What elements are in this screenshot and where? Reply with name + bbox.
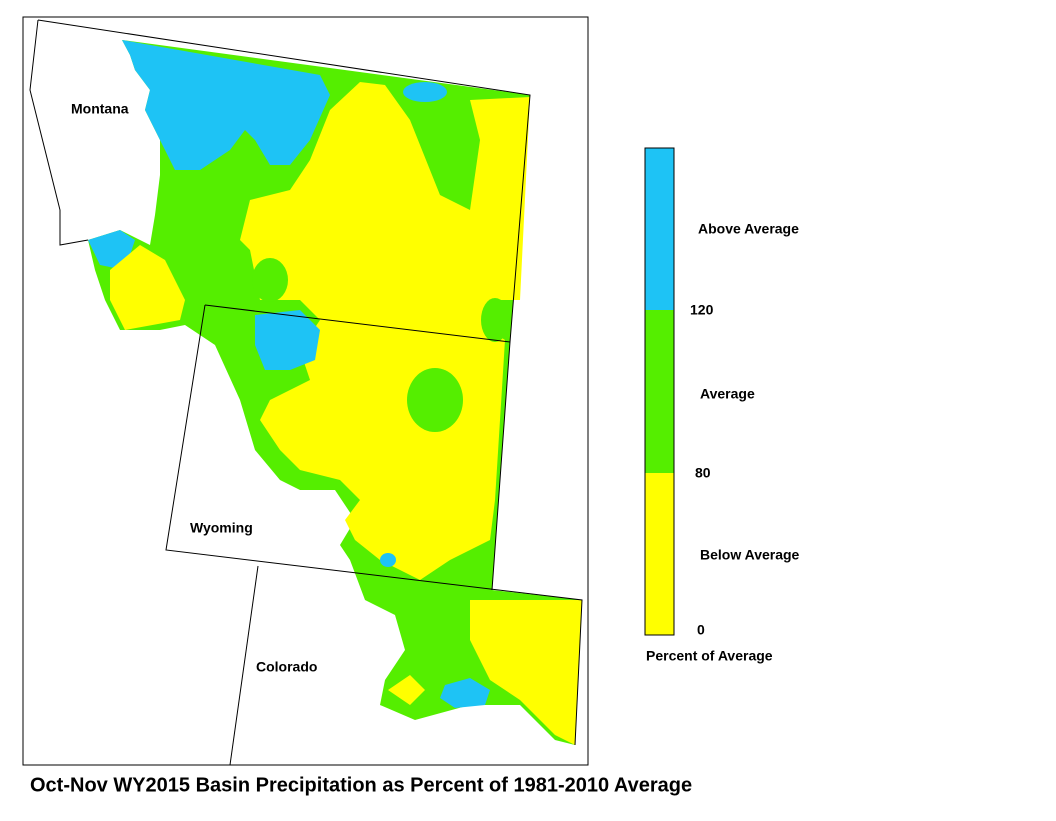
legend-break: 0 <box>697 622 705 638</box>
legend-class-label: Average <box>700 386 755 402</box>
above-region <box>440 678 490 708</box>
state-label: Wyoming <box>190 520 253 536</box>
average-region <box>481 298 509 342</box>
wyoming-border <box>165 304 583 746</box>
above-region <box>255 310 320 370</box>
legend-break: 80 <box>695 465 711 481</box>
average-region <box>252 258 288 302</box>
legend-class-label: Below Average <box>700 547 800 563</box>
legend-title: Percent of Average <box>646 648 773 664</box>
average-region <box>407 368 463 432</box>
mt-wy-border <box>204 304 511 343</box>
montana-west-border <box>29 19 89 246</box>
above-region <box>403 82 447 102</box>
montana-border <box>37 19 531 591</box>
legend-swatch <box>645 310 674 473</box>
state-label: Colorado <box>256 659 317 675</box>
legend-frame <box>644 147 675 636</box>
above-region <box>122 40 330 170</box>
map-title: Oct-Nov WY2015 Basin Precipitation as Pe… <box>30 774 692 796</box>
basin-map <box>88 40 582 745</box>
state-label: Montana <box>71 101 129 117</box>
legend-swatch <box>645 148 674 310</box>
below-region <box>470 600 582 745</box>
above-region <box>380 553 396 567</box>
state-borders <box>29 19 583 766</box>
below-region <box>110 245 185 330</box>
legend-swatch <box>645 473 674 635</box>
legend-class-label: Above Average <box>698 221 799 237</box>
below-region <box>240 82 530 580</box>
below-region <box>388 675 425 705</box>
colorado-border <box>229 565 259 766</box>
legend-break: 120 <box>690 302 714 318</box>
